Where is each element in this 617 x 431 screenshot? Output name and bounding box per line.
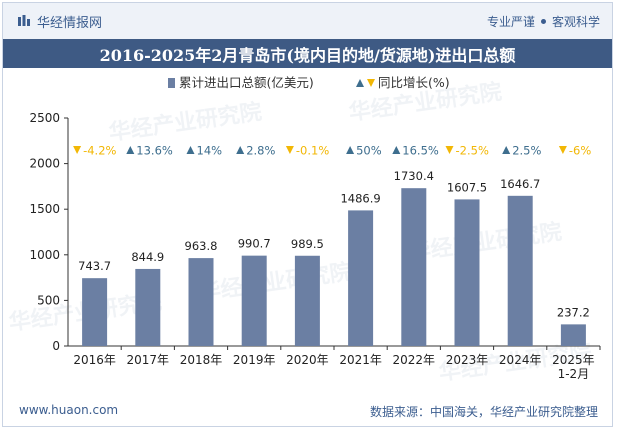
growth-down-triangle-icon	[285, 146, 294, 154]
x-tick-label: 2023年	[446, 353, 489, 367]
bar-value-label: 1486.9	[340, 191, 380, 205]
bar-value-label: 989.5	[291, 237, 324, 251]
watermark-text: 华经产业研究院	[107, 99, 263, 146]
brand-logo[interactable]: 华经情报网	[17, 13, 103, 31]
growth-up-triangle-icon	[392, 146, 401, 154]
legend-bar-swatch	[168, 78, 175, 88]
growth-label: -2.5%	[456, 144, 489, 158]
bar	[560, 324, 586, 346]
y-tick-label: 1000	[29, 248, 60, 262]
growth-up-triangle-icon	[236, 146, 245, 154]
slogan-tags: 专业严谨 客观科学	[487, 13, 600, 29]
growth-up-triangle-icon	[502, 146, 511, 154]
chart-title: 2016-2025年2月青岛市(境内目的地/货源地)进出口总额	[3, 39, 612, 68]
tag-professional: 专业严谨	[486, 14, 535, 29]
x-tick-label: 2020年	[286, 353, 329, 367]
bar	[348, 210, 374, 346]
x-tick-label: 2025年	[552, 353, 595, 367]
bar-value-label: 1607.5	[447, 180, 487, 194]
y-tick-label: 500	[37, 293, 60, 307]
bar-value-label: 844.9	[131, 250, 164, 264]
growth-down-triangle-icon	[445, 146, 454, 154]
tag-objective: 客观科学	[551, 14, 600, 29]
bar-value-label: 237.2	[557, 305, 590, 319]
y-tick-label: 0	[52, 339, 60, 353]
x-tick-label: 2018年	[180, 353, 223, 367]
legend-growth-label: 同比增长(%)	[378, 75, 450, 90]
y-tick-label: 2000	[29, 157, 60, 171]
bar	[507, 195, 533, 346]
growth-label: -0.1%	[296, 144, 329, 158]
watermark-text: 华经产业研究院	[197, 259, 353, 306]
legend-down-triangle-icon	[367, 79, 375, 87]
y-tick-label: 1500	[29, 202, 60, 216]
bar	[401, 188, 427, 346]
bar-value-label: 963.8	[185, 239, 218, 253]
growth-label: 13.6%	[136, 144, 173, 158]
top-bar: 华经情报网 专业严谨 客观科学	[3, 3, 612, 39]
growth-label: 14%	[197, 144, 223, 158]
legend-bar-label: 累计进出口总额(亿美元)	[179, 75, 314, 90]
footer-website[interactable]: www.huaon.com	[19, 403, 119, 417]
bar-value-label: 990.7	[238, 237, 271, 251]
x-tick-label: 2024年	[499, 353, 542, 367]
growth-down-triangle-icon	[73, 146, 82, 154]
bar	[135, 268, 161, 346]
bar-value-label: 1730.4	[394, 169, 434, 183]
dot-separator-icon	[540, 18, 546, 24]
growth-up-triangle-icon	[126, 146, 135, 154]
bar-value-label: 743.7	[78, 259, 111, 273]
x-tick-label: 2016年	[73, 353, 116, 367]
legend-up-triangle-icon	[356, 79, 364, 87]
growth-label: 16.5%	[402, 144, 439, 158]
watermark-text: 华经产业研究院	[407, 219, 563, 266]
growth-label: 50%	[356, 144, 382, 158]
bar	[294, 255, 320, 346]
x-tick-label: 2017年	[127, 353, 170, 367]
growth-label: 2.8%	[246, 144, 275, 158]
x-tick-label: 2021年	[339, 353, 382, 367]
growth-up-triangle-icon	[346, 146, 355, 154]
x-tick-label: 2022年	[393, 353, 436, 367]
x-tick-label: 2019年	[233, 353, 276, 367]
growth-up-triangle-icon	[186, 146, 195, 154]
bar	[241, 255, 267, 346]
bar	[82, 278, 108, 346]
growth-down-triangle-icon	[558, 146, 567, 154]
bar	[454, 199, 480, 346]
bar-value-label: 1646.7	[500, 177, 540, 191]
logo-text: 华经情报网	[37, 15, 103, 31]
logo-icon	[18, 15, 30, 26]
footer-source: 数据来源：中国海关，华经产业研究院整理	[369, 405, 598, 419]
growth-label: -4.2%	[83, 144, 116, 158]
x-tick-label: 1-2月	[558, 367, 590, 381]
y-tick-label: 2500	[29, 111, 60, 125]
bar	[188, 258, 214, 346]
growth-label: -6%	[569, 144, 591, 158]
growth-label: 2.5%	[512, 144, 541, 158]
